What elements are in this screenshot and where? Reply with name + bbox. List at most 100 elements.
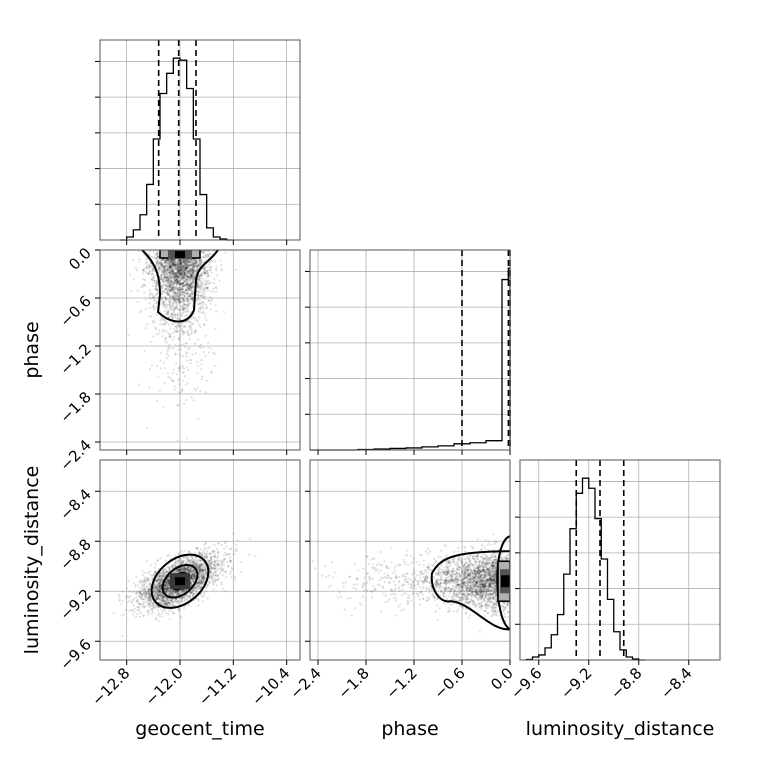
sample-point	[219, 259, 222, 262]
sample-point	[174, 301, 177, 304]
sample-point	[139, 590, 142, 593]
sample-point	[177, 279, 180, 282]
sample-point	[166, 588, 169, 591]
sample-point	[199, 562, 202, 565]
sample-point	[163, 587, 166, 590]
sample-point	[180, 266, 183, 270]
sample-point	[154, 595, 157, 598]
sample-point	[164, 584, 168, 587]
sample-point	[205, 286, 209, 290]
sample-point	[117, 593, 120, 596]
sample-point	[185, 569, 189, 573]
sample-point	[159, 588, 162, 592]
sample-point	[160, 596, 163, 600]
sample-point	[176, 266, 179, 269]
sample-point	[193, 270, 196, 273]
sample-point	[136, 605, 139, 609]
sample-point	[161, 304, 164, 307]
sample-point	[164, 271, 167, 275]
sample-point	[200, 358, 203, 362]
sample-point	[163, 270, 166, 273]
sample-point	[209, 308, 213, 311]
sample-point	[182, 556, 185, 559]
sample-point	[172, 271, 176, 274]
sample-point	[154, 595, 157, 598]
sample-point	[181, 290, 184, 294]
sample-point	[159, 277, 162, 280]
sample-point	[203, 267, 206, 270]
sample-point	[161, 278, 164, 281]
sample-point	[207, 274, 210, 278]
sample-point	[182, 283, 185, 286]
sample-point	[215, 575, 219, 578]
sample-point	[174, 273, 177, 276]
sample-point	[164, 258, 167, 262]
sample-point	[204, 571, 207, 574]
sample-point	[167, 587, 170, 590]
sample-point	[150, 292, 154, 296]
sample-point	[172, 599, 176, 603]
sample-point	[142, 283, 146, 286]
sample-point	[173, 258, 176, 261]
sample-point	[199, 274, 202, 277]
sample-point	[165, 313, 169, 316]
sample-point	[166, 578, 169, 582]
sample-point	[141, 594, 144, 597]
sample-point	[201, 571, 204, 574]
sample-point	[193, 277, 196, 281]
marginal-panel-phase	[305, 249, 511, 451]
sample-point	[164, 307, 167, 310]
sample-point	[200, 577, 204, 580]
sample-point	[180, 589, 183, 592]
sample-point	[198, 315, 201, 319]
sample-point	[171, 279, 174, 283]
sample-point	[178, 300, 182, 303]
sample-point	[173, 563, 177, 566]
sample-point	[233, 553, 236, 556]
sample-point	[175, 293, 178, 296]
sample-point	[155, 256, 158, 259]
sample-point	[213, 563, 216, 566]
sample-point	[151, 284, 154, 287]
sample-point	[182, 273, 185, 276]
sample-point	[194, 332, 197, 335]
sample-point	[182, 330, 185, 333]
sample-point	[181, 590, 184, 594]
sample-point	[171, 262, 175, 265]
sample-point	[184, 272, 187, 276]
sample-point	[178, 259, 182, 262]
sample-point	[177, 308, 180, 311]
sample-point	[173, 309, 176, 312]
sample-point	[221, 568, 225, 571]
sample-point	[166, 282, 169, 286]
sample-point	[169, 264, 172, 268]
sample-point	[229, 559, 232, 563]
sample-point	[177, 552, 180, 555]
sample-point	[180, 591, 183, 594]
sample-point	[184, 264, 188, 267]
sample-point	[195, 299, 198, 302]
sample-point	[173, 298, 177, 302]
sample-point	[184, 568, 188, 571]
sample-point	[180, 265, 183, 268]
sample-point	[235, 543, 238, 546]
sample-point	[158, 584, 161, 587]
sample-point	[145, 266, 148, 269]
sample-point	[150, 273, 154, 276]
sample-point	[169, 261, 172, 264]
sample-point	[165, 275, 169, 278]
sample-point	[167, 278, 170, 281]
sample-point	[175, 275, 178, 278]
sample-point	[254, 554, 257, 558]
sample-point	[171, 262, 174, 265]
sample-point	[189, 267, 192, 271]
sample-point	[170, 593, 173, 596]
sample-point	[209, 553, 212, 556]
sample-point	[193, 267, 196, 270]
sample-point	[180, 277, 184, 281]
sample-point	[217, 578, 220, 581]
sample-point	[188, 287, 191, 291]
sample-point	[131, 598, 135, 602]
sample-point	[168, 569, 171, 572]
sample-point	[155, 587, 158, 590]
